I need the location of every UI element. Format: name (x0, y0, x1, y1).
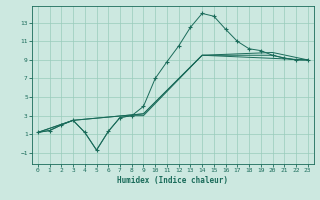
X-axis label: Humidex (Indice chaleur): Humidex (Indice chaleur) (117, 176, 228, 185)
